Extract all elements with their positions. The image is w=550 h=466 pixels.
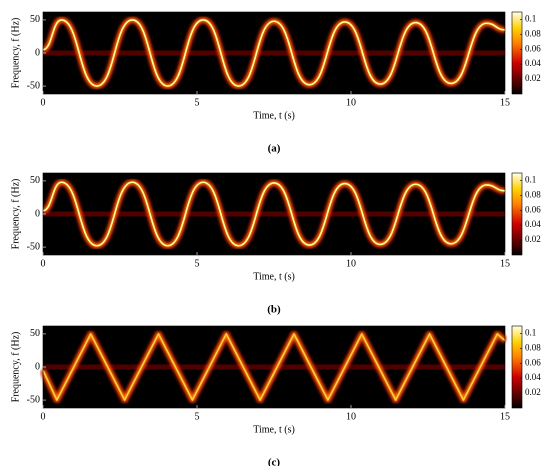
- colorbar-tick-label: 0.02: [525, 387, 541, 397]
- colorbar: [511, 325, 523, 409]
- ridge-line: [43, 182, 505, 245]
- colorbar-tick-label: 0.1: [525, 328, 536, 338]
- zero-band: [43, 211, 505, 217]
- x-tick-label: 5: [195, 258, 200, 269]
- y-tick-label: 0: [35, 208, 40, 219]
- x-axis-label: Time, t (s): [253, 424, 295, 435]
- colorbar: [511, 11, 523, 95]
- caption: (a): [268, 143, 281, 155]
- y-tick-label: -50: [27, 241, 40, 252]
- x-tick-label: 10: [346, 411, 356, 422]
- x-tick-label: 10: [346, 258, 356, 269]
- y-tick-label: 50: [30, 328, 40, 339]
- x-axis-label: Time, t (s): [253, 110, 295, 121]
- y-axis-label: Frequency, f (Hz): [10, 18, 21, 89]
- colorbar-tick-label: 0.1: [525, 14, 536, 24]
- colorbar: [511, 172, 523, 256]
- colorbar-tick-label: 0.08: [525, 342, 541, 352]
- colorbar-tick-label: 0.04: [525, 58, 541, 68]
- colorbar-tick-label: 0.08: [525, 189, 541, 199]
- colorbar-tick-label: 0.02: [525, 234, 541, 244]
- colorbar-tick-label: 0.04: [525, 219, 541, 229]
- colorbar-tick-label: 0.08: [525, 28, 541, 38]
- y-axis-label: Frequency, f (Hz): [10, 179, 21, 250]
- y-axis-label: Frequency, f (Hz): [10, 332, 21, 403]
- x-tick-label: 0: [41, 411, 46, 422]
- x-tick-label: 0: [41, 97, 46, 108]
- ridge-group: [43, 182, 505, 245]
- y-tick-label: 0: [35, 47, 40, 58]
- x-tick-label: 0: [41, 258, 46, 269]
- y-tick-label: 0: [35, 361, 40, 372]
- colorbar-tick-label: 0.06: [525, 357, 541, 367]
- y-tick-label: 50: [30, 14, 40, 25]
- caption: (b): [267, 304, 281, 316]
- y-tick-label: 50: [30, 175, 40, 186]
- zero-band: [43, 50, 505, 56]
- x-tick-label: 15: [500, 258, 510, 269]
- colorbar-tick-label: 0.06: [525, 204, 541, 214]
- x-tick-label: 15: [500, 97, 510, 108]
- caption: (c): [268, 457, 281, 466]
- y-tick-label: -50: [27, 80, 40, 91]
- x-tick-label: 15: [500, 411, 510, 422]
- y-tick-label: -50: [27, 394, 40, 405]
- ridge-group: [43, 334, 505, 400]
- x-tick-label: 5: [195, 411, 200, 422]
- x-axis-label: Time, t (s): [253, 271, 295, 282]
- x-tick-label: 5: [195, 97, 200, 108]
- ridge-line: [43, 20, 505, 86]
- ridge-line: [43, 334, 505, 400]
- colorbar-tick-label: 0.1: [525, 175, 536, 185]
- colorbar-tick-label: 0.04: [525, 372, 541, 382]
- ridge-group: [43, 20, 505, 86]
- x-tick-label: 10: [346, 97, 356, 108]
- colorbar-tick-label: 0.02: [525, 73, 541, 83]
- colorbar-tick-label: 0.06: [525, 43, 541, 53]
